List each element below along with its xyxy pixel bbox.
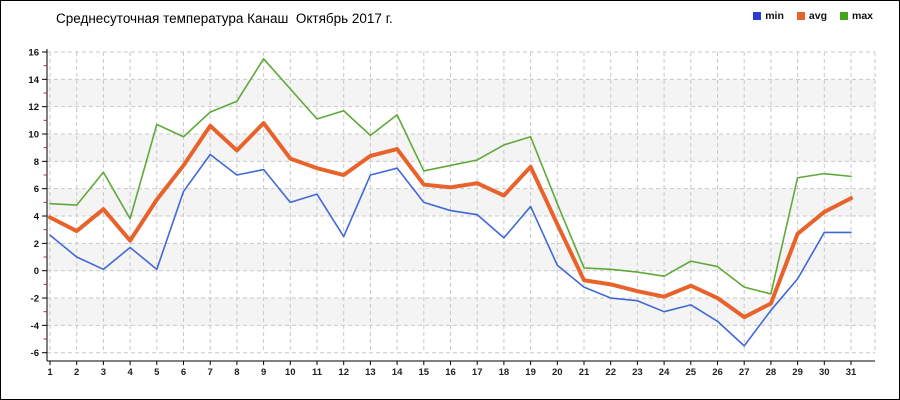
legend-item-avg: avg [796,10,827,22]
svg-text:-6: -6 [31,348,39,359]
svg-text:9: 9 [261,367,266,378]
svg-text:3: 3 [101,367,106,378]
svg-text:11: 11 [312,367,323,378]
legend-item-min: min [753,10,784,22]
svg-text:28: 28 [766,367,777,378]
svg-text:10: 10 [28,130,39,141]
svg-text:31: 31 [846,367,857,378]
legend-item-max: max [839,10,873,22]
svg-text:4: 4 [127,367,133,378]
svg-text:21: 21 [579,367,590,378]
svg-text:17: 17 [472,367,483,378]
svg-text:8: 8 [234,367,239,378]
svg-text:12: 12 [338,367,349,378]
svg-text:6: 6 [34,184,39,195]
legend: min avg max [753,10,873,22]
svg-text:5: 5 [154,367,160,378]
svg-text:24: 24 [659,367,670,378]
svg-text:29: 29 [792,367,803,378]
svg-text:4: 4 [34,212,40,223]
svg-text:23: 23 [632,367,643,378]
svg-text:6: 6 [181,367,186,378]
avg-swatch-icon [796,12,805,20]
svg-text:8: 8 [34,157,39,168]
svg-text:-2: -2 [31,294,39,305]
legend-label-max: max [851,10,873,22]
svg-text:12: 12 [28,102,39,113]
min-swatch-icon [753,12,762,20]
max-swatch-icon [839,12,848,20]
svg-text:22: 22 [605,367,616,378]
svg-text:15: 15 [419,367,430,378]
svg-text:14: 14 [392,367,403,378]
svg-text:2: 2 [34,239,39,250]
svg-text:19: 19 [525,367,536,378]
svg-text:30: 30 [819,367,830,378]
legend-label-avg: avg [808,10,827,22]
svg-text:14: 14 [28,75,39,86]
svg-text:26: 26 [712,367,723,378]
svg-text:10: 10 [285,367,296,378]
svg-text:27: 27 [739,367,750,378]
legend-label-min: min [765,10,784,22]
chart-title: Среднесуточная температура Канаш Октябрь… [56,11,393,26]
svg-text:16: 16 [445,367,456,378]
svg-text:20: 20 [552,367,563,378]
svg-text:7: 7 [208,367,213,378]
svg-text:1: 1 [47,367,53,378]
svg-text:2: 2 [74,367,79,378]
svg-text:18: 18 [499,367,510,378]
svg-text:0: 0 [34,266,39,277]
svg-text:-4: -4 [31,321,40,332]
svg-text:13: 13 [365,367,376,378]
svg-text:16: 16 [28,48,39,59]
svg-text:25: 25 [686,367,697,378]
